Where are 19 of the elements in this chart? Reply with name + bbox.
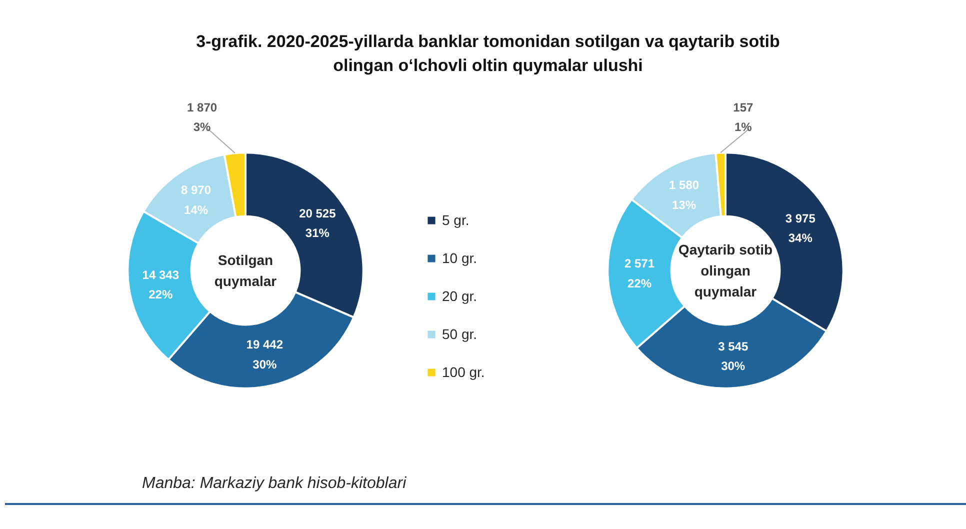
data-label: 14 343 22%	[142, 268, 180, 302]
data-label: 19 442 30%	[246, 338, 284, 372]
legend-label: 10 gr.	[442, 250, 478, 266]
legend-label: 20 gr.	[442, 288, 478, 304]
data-label: 3 545 30%	[718, 340, 748, 374]
data-label: 3 975 34%	[785, 211, 816, 245]
legend-label: 5 gr.	[442, 212, 470, 228]
data-label: 157 1%	[733, 100, 754, 134]
data-label: 1 870 3%	[187, 100, 218, 134]
text: Qaytarib sotib olingan quymalar	[678, 242, 773, 300]
data-label: 20 525 31%	[299, 206, 336, 240]
text: Manba: Markaziy bank hisob-kitoblari	[142, 474, 406, 494]
legend-label: 50 gr.	[442, 326, 478, 342]
legend-label: 100 gr.	[442, 364, 485, 380]
chart-title: 3-grafik. 2020-2025-yillarda banklar tomonidan sotilgan va qaytarib sotib olingan o‘lchovli oltin quymalar ulushi	[195, 31, 781, 78]
data-label: 1 580 13%	[669, 178, 700, 212]
data-label: 8 970 14%	[180, 183, 212, 217]
text: Sotilgan quymalar	[214, 252, 278, 289]
data-label: 2 571 22%	[624, 256, 655, 290]
